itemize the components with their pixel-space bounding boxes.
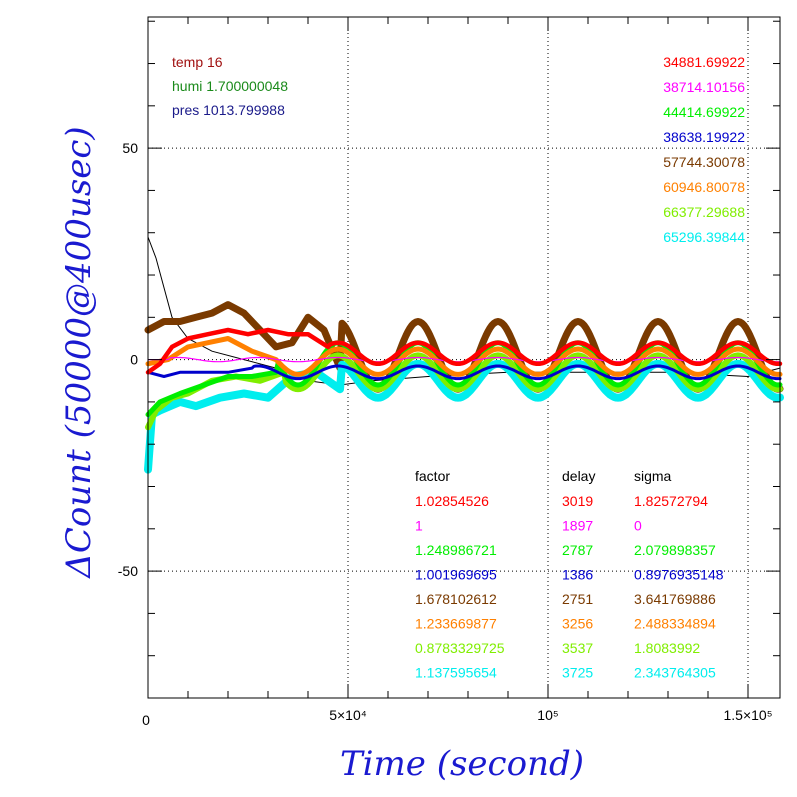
y-axis-title: ΔCount (50000@400usec) <box>59 126 99 579</box>
plot-frame <box>147 16 781 699</box>
series-parameter-table: factor delay sigma 1.02854526 3019 1.82572794… <box>415 468 724 681</box>
table-cell: 1.82572794 <box>634 493 708 509</box>
series-layer <box>144 236 784 474</box>
table-cell: 1.678102612 <box>415 591 497 607</box>
plot-border <box>147 16 781 699</box>
environment-text: temp 16 <box>172 54 223 70</box>
y-tick-label: -50 <box>118 563 138 579</box>
table-cell: 1 <box>415 518 423 534</box>
table-cell: 2.079898357 <box>634 542 716 558</box>
y-tick-label: 0 <box>130 352 138 368</box>
table-cell: 3019 <box>562 493 593 509</box>
series-line <box>147 356 781 363</box>
series-line <box>145 336 783 377</box>
table-cell: 1386 <box>562 567 593 583</box>
legend-entry: 38638.19922 <box>663 129 745 145</box>
legend-entry: 38714.10156 <box>663 79 745 95</box>
table-cell: 1.8083992 <box>634 640 700 656</box>
table-cell: 2751 <box>562 591 593 607</box>
table-cell: 2.488334894 <box>634 616 716 632</box>
series-line <box>146 364 782 381</box>
legend-entry: 44414.69922 <box>663 104 745 120</box>
table-header: factor <box>415 468 450 484</box>
legend-entry: 65296.39844 <box>663 229 745 245</box>
table-cell: 1.233669877 <box>415 616 497 632</box>
table-cell: 1.001969695 <box>415 567 497 583</box>
table-cell: 1897 <box>562 518 593 534</box>
table-cell: 2787 <box>562 542 593 558</box>
legend-entry: 34881.69922 <box>663 54 745 70</box>
table-cell: 2.343764305 <box>634 665 716 681</box>
table-cell: 0.8783329725 <box>415 640 505 656</box>
x-tick-label: 1.5×10⁵ <box>723 707 772 723</box>
table-cell: 0 <box>634 518 642 534</box>
table-cell: 0.8976935148 <box>634 567 724 583</box>
table-cell: 1.248986721 <box>415 542 497 558</box>
x-axis-title: Time (second) <box>340 744 584 784</box>
table-cell: 1.137595654 <box>415 665 497 681</box>
legend-entry: 60946.80078 <box>663 179 745 195</box>
legend-entry: 57744.30078 <box>663 154 745 170</box>
x-tick-label: 10⁵ <box>537 707 558 723</box>
x-tick-label: 0 <box>142 712 150 728</box>
environment-text: pres 1013.799988 <box>172 102 285 118</box>
table-cell: 3256 <box>562 616 593 632</box>
environment-info: temp 16 humi 1.700000048 pres 1013.799988 <box>172 54 288 118</box>
x-tick-label: 5×10⁴ <box>329 707 367 723</box>
series-legend: 34881.69922 38714.10156 44414.69922 38638.1… <box>663 54 745 245</box>
series-line <box>145 352 783 431</box>
table-cell: 3725 <box>562 665 593 681</box>
table-header: delay <box>562 468 595 484</box>
y-tick-label: 50 <box>122 140 138 156</box>
table-cell: 3.641769886 <box>634 591 716 607</box>
table-header: sigma <box>634 468 672 484</box>
axis-ticks: 0 5×10⁴ 10⁵ 1.5×10⁵ 50 0 -50 <box>118 17 780 728</box>
series-line <box>144 359 784 474</box>
series-line <box>145 327 783 375</box>
legend-entry: 66377.29688 <box>663 204 745 220</box>
table-cell: 3537 <box>562 640 593 656</box>
table-cell: 1.02854526 <box>415 493 489 509</box>
environment-text: humi 1.700000048 <box>172 78 288 94</box>
